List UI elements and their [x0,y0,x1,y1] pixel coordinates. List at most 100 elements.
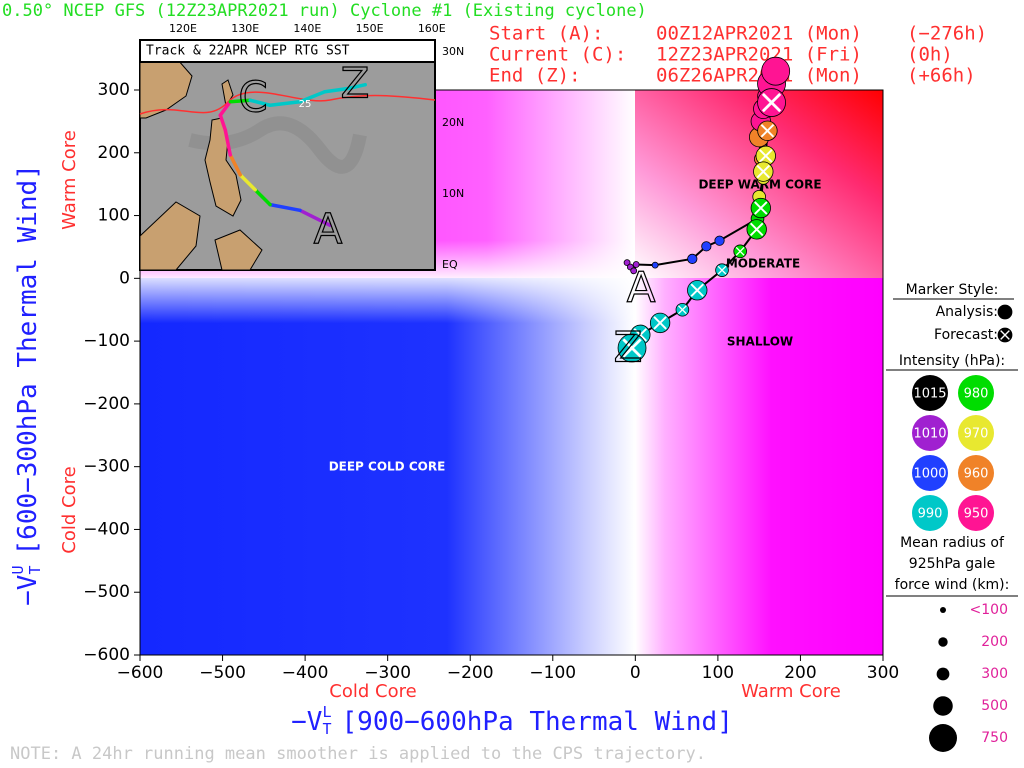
axis-superscript: L [322,703,331,721]
y-side-label: Warm Core [59,130,80,230]
legend-title: Marker Style: [906,282,999,298]
inset-lon-label: 160E [418,22,446,35]
footnote: NOTE: A 24hr running mean smoother is ap… [10,744,706,764]
inset-letter: C [238,73,267,122]
legend-size-swatch [940,607,946,613]
inset-track-segment [248,98,272,107]
axis-symbol: −V [291,707,322,737]
track-marker-cross [756,164,771,179]
inset-map [139,39,436,271]
region-label: DEEP COLD CORE [329,460,446,474]
inset-track-segment [347,82,367,90]
axis-symbol: −V [13,575,43,606]
inset-lon-label: 130E [231,22,259,35]
plot-frame [139,89,884,656]
track-marker-cross [717,265,727,275]
inset-track-segment [228,98,252,104]
track-marker [750,197,771,219]
end-marker-label: Z [614,323,643,372]
inset-title: Track & 22APR NCEP RTG SST [146,44,350,59]
track-marker-disc [632,261,640,268]
axis-text: [600−300hPa Thermal Wind] [13,164,43,555]
track-marker-disc [651,261,659,269]
header-text: Start (A): [489,23,603,45]
track-marker-disc [687,253,698,264]
track-marker [623,259,631,267]
y-tick-label: 300 [98,80,130,100]
inset-letter: Z [341,59,370,108]
inset-title-box [139,39,436,63]
x-side-label: Cold Core [329,681,416,702]
y-tick-label: −200 [83,394,130,414]
land [214,229,263,271]
track-marker-cross [690,283,704,298]
track-marker-cross [759,149,773,163]
legend-intensity-swatch [912,455,948,491]
legend-size-swatch [929,724,957,752]
axis-superscript: U [9,565,27,574]
region-label: SHALLOW [727,335,793,349]
start-marker-label: A [627,263,656,312]
x-tick-label: 0 [630,663,641,683]
track-marker-cross [749,222,764,237]
track-marker-disc [714,235,725,246]
y-tick-label: −300 [83,457,130,477]
y-tick-label: −100 [83,331,130,351]
track-marker-disc [761,56,791,86]
y-tick-label: 200 [98,143,130,163]
header-text: (+66h) [907,65,976,87]
inset-track-segment [223,128,233,157]
legend-size-title: 925hPa gale [909,556,995,572]
legend-intensity-swatch [912,375,948,411]
axis-text: [900−600hPa Thermal Wind] [342,707,733,737]
y-axis-label: −VTU [600−300hPa Thermal Wind] [9,164,44,606]
legend-intensity-label: 1015 [913,387,946,402]
legend-intensity-label: 1000 [913,467,946,482]
track-marker-cross [622,338,642,358]
legend-size-label: 500 [981,698,1008,714]
track-marker [761,56,791,86]
x-side-label: Warm Core [741,681,841,702]
track-marker [687,280,708,301]
x-tick-label: −300 [364,663,411,683]
track-marker [649,312,671,334]
x-axis-label: −VTL [900−600hPa Thermal Wind] [291,703,733,738]
track-marker-cross [761,92,782,113]
inset-track-segment [228,153,242,177]
track-marker-disc [701,241,712,252]
track-marker [753,161,774,182]
legend-intensity-label: 980 [964,387,989,402]
inset-lat-label: 20N [442,116,464,129]
legend-intensity-label: 990 [918,507,943,522]
legend-title: Intensity (hPa): [899,353,1005,369]
legend-size-title: force wind (km): [895,577,1010,593]
header-text: End (Z): [489,65,581,87]
track-marker [617,333,647,363]
legend-intensity-label: 950 [964,507,989,522]
inset-track-segment [218,113,228,132]
inset-lat-label: 10N [442,187,464,200]
inset-lon-label: 140E [293,22,321,35]
inset-lon-label: 150E [356,22,384,35]
inset-lon-label: 120E [169,22,197,35]
inset-track-segment [268,202,302,213]
legend-intensity-label: 1010 [913,427,946,442]
legend-size-label: <100 [970,602,1008,618]
inset-track-segment [238,173,257,192]
track-marker-cross [735,246,745,256]
y-tick-label: −600 [83,645,130,665]
header-text: 00Z12APR2021 (Mon) [656,23,862,45]
legend-size-label: 200 [981,634,1008,650]
x-tick-label: 100 [702,663,734,683]
inset-letter: A [314,205,343,254]
legend-size-swatch [933,696,953,716]
legend-size-swatch [936,667,950,681]
inset-track-segment [218,99,233,117]
legend-intensity-swatch [912,495,948,531]
land [139,201,201,271]
land [221,79,234,108]
legend-analysis-marker-disc [997,304,1013,320]
legend-forecast-marker [997,327,1013,343]
header-text: 12Z23APR2021 (Fri) [656,44,862,66]
